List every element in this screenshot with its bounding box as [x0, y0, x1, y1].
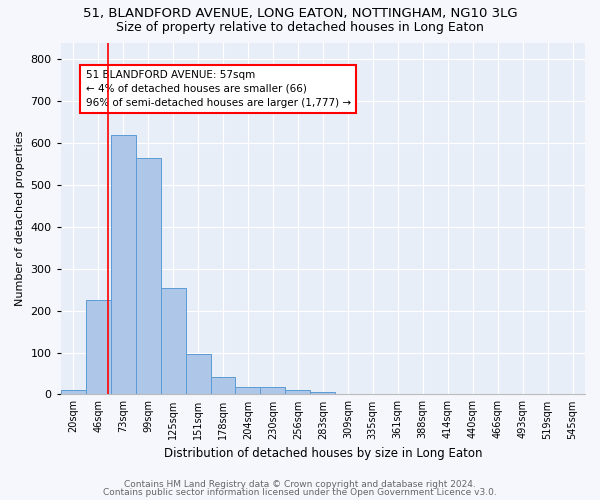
- Text: Contains HM Land Registry data © Crown copyright and database right 2024.: Contains HM Land Registry data © Crown c…: [124, 480, 476, 489]
- Text: Contains public sector information licensed under the Open Government Licence v3: Contains public sector information licen…: [103, 488, 497, 497]
- Bar: [185, 354, 211, 395]
- Bar: [211, 377, 235, 394]
- Y-axis label: Number of detached properties: Number of detached properties: [15, 131, 25, 306]
- Bar: [260, 388, 286, 394]
- Bar: [61, 390, 86, 394]
- Bar: [161, 288, 185, 395]
- Bar: [235, 388, 260, 394]
- Bar: [286, 390, 310, 394]
- Bar: [310, 392, 335, 394]
- Bar: [110, 134, 136, 394]
- Bar: [86, 300, 110, 394]
- Text: 51, BLANDFORD AVENUE, LONG EATON, NOTTINGHAM, NG10 3LG: 51, BLANDFORD AVENUE, LONG EATON, NOTTIN…: [83, 8, 517, 20]
- Bar: [136, 158, 161, 394]
- X-axis label: Distribution of detached houses by size in Long Eaton: Distribution of detached houses by size …: [164, 447, 482, 460]
- Text: Size of property relative to detached houses in Long Eaton: Size of property relative to detached ho…: [116, 21, 484, 34]
- Text: 51 BLANDFORD AVENUE: 57sqm
← 4% of detached houses are smaller (66)
96% of semi-: 51 BLANDFORD AVENUE: 57sqm ← 4% of detac…: [86, 70, 351, 108]
